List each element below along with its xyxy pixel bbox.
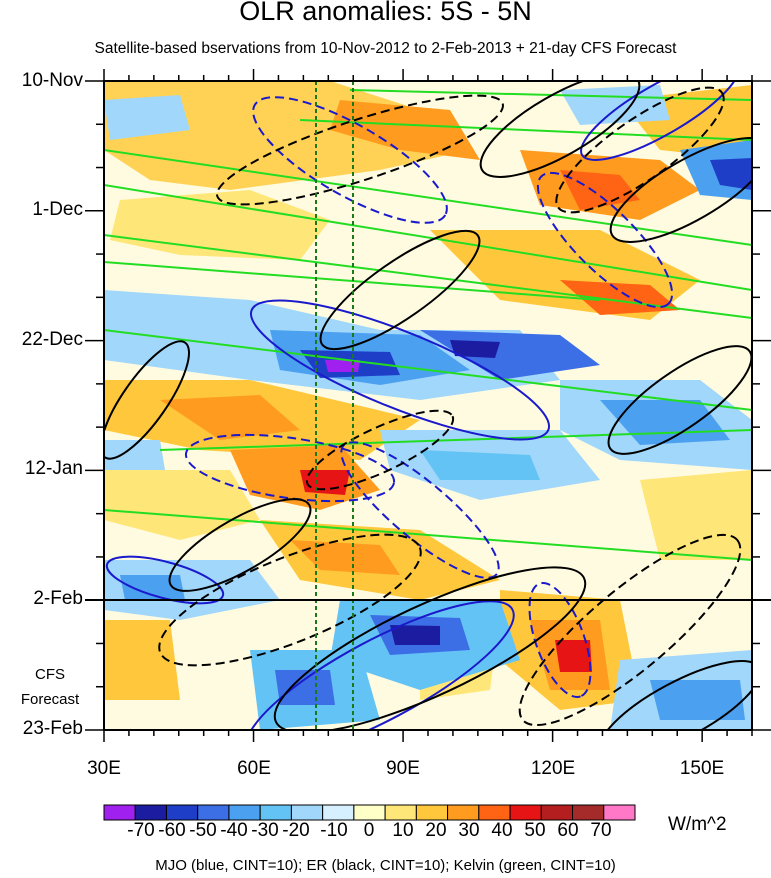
colorbar-swatch bbox=[540, 804, 574, 821]
negative-anomaly-patch bbox=[120, 575, 185, 600]
negative-anomaly-patch bbox=[275, 670, 335, 705]
colorbar-swatch bbox=[447, 804, 480, 821]
positive-anomaly-patch bbox=[555, 640, 592, 672]
x-tick-label: 90E bbox=[386, 758, 420, 779]
mjo-contour bbox=[249, 299, 551, 441]
colorbar-label: -40 bbox=[220, 820, 248, 841]
mjo-contour bbox=[252, 96, 448, 224]
colorbar-units: W/m^2 bbox=[668, 814, 727, 835]
positive-anomaly-patch bbox=[160, 395, 300, 440]
colorbar-label: 20 bbox=[425, 820, 447, 841]
negative-anomaly-patch bbox=[390, 625, 440, 645]
y-tick-label: 12-Jan bbox=[24, 458, 83, 479]
colorbar-label: 10 bbox=[392, 820, 414, 841]
er-contour bbox=[598, 660, 752, 730]
chart-title: OLR anomalies: 5S - 5N bbox=[239, 0, 532, 26]
colorbar-label: -60 bbox=[158, 820, 186, 841]
er-contour bbox=[319, 229, 481, 351]
negative-anomaly-patch bbox=[450, 340, 500, 358]
colorbar-swatch bbox=[322, 804, 355, 821]
colorbar-swatch bbox=[603, 804, 636, 821]
y-tick-label: 10-Nov bbox=[21, 70, 83, 91]
kelvin-contour bbox=[104, 329, 752, 411]
colorbar-label: 30 bbox=[458, 820, 480, 841]
er-contour bbox=[607, 345, 752, 455]
er-contour bbox=[168, 498, 312, 592]
colorbar bbox=[103, 804, 636, 821]
y-tick-label: 23-Feb bbox=[22, 718, 83, 739]
er-contour bbox=[609, 137, 752, 243]
y-tick-label: 2-Feb bbox=[33, 588, 83, 609]
mjo-contour bbox=[536, 171, 674, 309]
colorbar-label: 70 bbox=[590, 820, 612, 841]
colorbar-label: 60 bbox=[557, 820, 579, 841]
er-contour bbox=[518, 533, 742, 727]
negative-anomaly-patch bbox=[710, 158, 752, 190]
colorbar-swatch bbox=[478, 804, 511, 821]
x-tick-label: 120E bbox=[530, 758, 576, 779]
positive-anomaly-patch bbox=[560, 170, 640, 210]
x-tick-label: 30E bbox=[87, 758, 121, 779]
mjo-contour bbox=[245, 600, 515, 730]
colorbar-label: -10 bbox=[320, 820, 348, 841]
positive-anomaly-patch bbox=[300, 470, 350, 495]
y-tick-label: 1-Dec bbox=[32, 199, 83, 220]
forecast-label: Forecast bbox=[20, 691, 80, 708]
colorbar-label: -50 bbox=[189, 820, 217, 841]
colorbar-swatch bbox=[509, 804, 542, 821]
forecast-label: CFS bbox=[35, 666, 65, 683]
er-contour bbox=[555, 86, 725, 214]
positive-anomaly-patch bbox=[290, 540, 400, 575]
colorbar-swatch bbox=[103, 804, 136, 821]
kelvin-contour bbox=[104, 149, 752, 246]
colorbar-swatch bbox=[259, 804, 292, 821]
negative-anomaly-patch bbox=[420, 450, 540, 480]
x-tick-label: 150E bbox=[679, 758, 725, 779]
positive-anomaly-patch bbox=[330, 100, 480, 160]
colorbar-label: -70 bbox=[127, 820, 155, 841]
colorbar-swatch bbox=[197, 804, 230, 821]
contour-legend-note: MJO (blue, CINT=10); ER (black, CINT=10)… bbox=[155, 857, 616, 874]
er-contour bbox=[216, 94, 504, 206]
mjo-contour bbox=[580, 81, 740, 161]
colorbar-label: -20 bbox=[282, 820, 310, 841]
mjo-contour bbox=[184, 433, 396, 503]
colorbar-label: 40 bbox=[491, 820, 513, 841]
x-tick-label: 60E bbox=[237, 758, 271, 779]
negative-anomaly-patch bbox=[650, 680, 745, 720]
negative-anomaly-patch bbox=[104, 95, 190, 140]
positive-anomaly-patch bbox=[640, 470, 752, 560]
kelvin-contour bbox=[104, 184, 752, 291]
er-contour bbox=[158, 533, 422, 667]
chart-subtitle: Satellite-based bservations from 10-Nov-… bbox=[94, 40, 677, 57]
colorbar-swatch bbox=[134, 804, 167, 821]
kelvin-contour bbox=[104, 509, 752, 561]
y-tick-label: 22-Dec bbox=[21, 329, 83, 350]
er-contour bbox=[273, 566, 587, 730]
colorbar-swatch bbox=[353, 804, 386, 821]
er-contour bbox=[479, 81, 641, 178]
colorbar-swatch bbox=[384, 804, 417, 821]
colorbar-swatch bbox=[290, 804, 324, 821]
colorbar-swatch bbox=[415, 804, 449, 821]
colorbar-swatch bbox=[165, 804, 199, 821]
negative-anomaly-patch bbox=[325, 360, 360, 372]
kelvin-contour bbox=[159, 429, 752, 451]
positive-anomaly-patch bbox=[104, 470, 260, 540]
colorbar-label: -30 bbox=[251, 820, 279, 841]
kelvin-contour bbox=[104, 234, 752, 319]
mjo-contour bbox=[105, 555, 225, 605]
negative-anomaly-patch bbox=[104, 440, 165, 470]
colorbar-label: 50 bbox=[524, 820, 546, 841]
positive-anomaly-patch bbox=[104, 620, 180, 700]
er-contour bbox=[305, 409, 455, 491]
colorbar-label: 0 bbox=[363, 820, 375, 841]
colorbar-swatch bbox=[228, 804, 261, 821]
mjo-contour bbox=[528, 582, 592, 698]
colorbar-swatch bbox=[572, 804, 605, 821]
axis-ticks bbox=[85, 69, 771, 742]
kelvin-contour bbox=[299, 119, 752, 141]
